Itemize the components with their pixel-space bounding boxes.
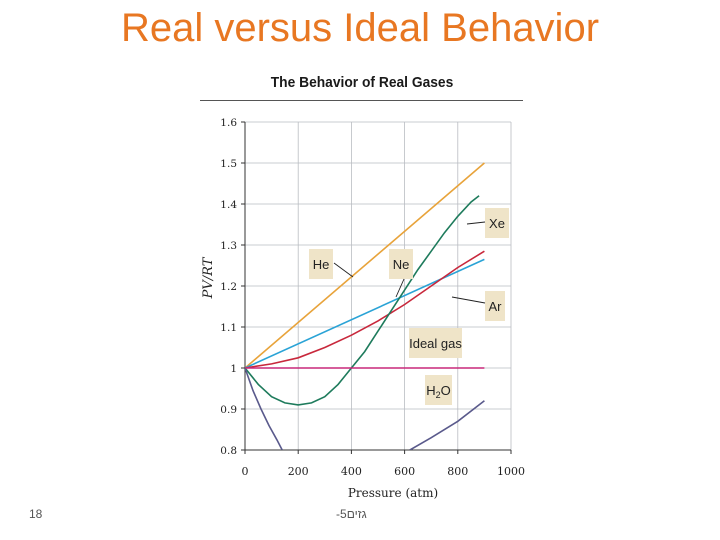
annotation-label: Ne xyxy=(393,257,410,272)
annotation-leader xyxy=(333,262,354,278)
chart-title: The Behavior of Real Gases xyxy=(270,74,454,91)
annotation-box xyxy=(485,208,509,238)
series-line-h2o xyxy=(409,400,485,450)
y-tick-label: 1.3 xyxy=(220,240,237,252)
annotation-label: Ideal gas xyxy=(409,336,462,351)
annotation-leader xyxy=(451,296,486,304)
y-tick-label: 1.2 xyxy=(220,281,237,293)
annotation-label: Xe xyxy=(489,216,505,231)
x-tick-label: 400 xyxy=(341,465,362,478)
y-tick-label: 0.9 xyxy=(220,404,237,416)
x-tick-label: 1000 xyxy=(497,465,525,478)
y-tick-label: 1 xyxy=(230,363,237,375)
series-line-he xyxy=(245,162,485,369)
y-axis-label: PV/RT xyxy=(201,256,216,299)
annotation-box xyxy=(309,249,333,279)
chart-title-rule xyxy=(200,100,523,101)
x-tick-label: 800 xyxy=(447,465,468,478)
slide-title: Real versus Ideal Behavior xyxy=(120,6,600,50)
y-tick-label: 1.6 xyxy=(220,117,237,129)
page-number: 18 xyxy=(29,507,43,521)
annotation-label: H2O xyxy=(426,383,451,400)
annotation-box xyxy=(389,249,413,279)
y-tick-label: 0.8 xyxy=(220,445,237,457)
x-tick-label: 200 xyxy=(288,465,309,478)
series-line-xe xyxy=(245,195,480,406)
annotation-leader xyxy=(395,278,405,298)
series-line-ar xyxy=(245,250,485,369)
annotation-label: Ar xyxy=(489,299,503,314)
annotation-label: He xyxy=(313,257,330,272)
annotation-box xyxy=(425,375,452,405)
y-tick-label: 1.4 xyxy=(220,199,237,211)
annotation-box xyxy=(485,291,505,321)
x-axis-label: Pressure (atm) xyxy=(348,486,438,500)
series-line-h2o xyxy=(245,367,283,450)
annotation-box xyxy=(409,328,462,358)
footer-text: -גזים5 xyxy=(336,507,367,521)
y-tick-label: 1.1 xyxy=(220,322,237,334)
y-tick-label: 1.5 xyxy=(220,158,237,170)
series-group xyxy=(245,162,485,450)
x-tick-label: 600 xyxy=(394,465,415,478)
x-tick-label: 0 xyxy=(242,465,249,478)
annotation-leader xyxy=(466,221,486,225)
